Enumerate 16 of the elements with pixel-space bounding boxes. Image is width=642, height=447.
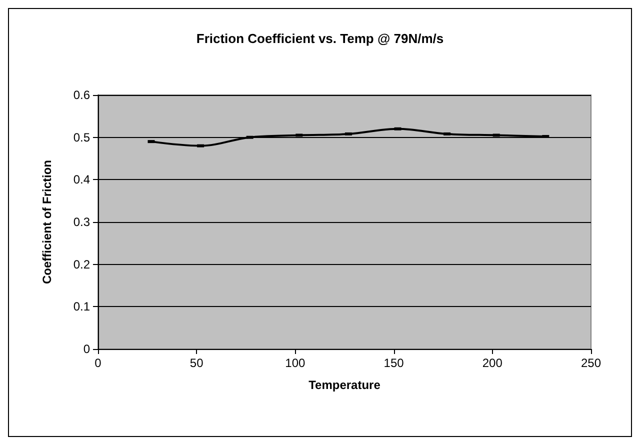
x-tick-label: 50 xyxy=(190,356,204,370)
y-tick-label: 0.1 xyxy=(73,300,90,314)
x-tick-label: 250 xyxy=(580,356,602,370)
y-tick-label: 0.3 xyxy=(73,215,90,229)
y-tick-label: 0.2 xyxy=(73,257,90,272)
x-tick-label: 200 xyxy=(482,356,503,370)
x-tick-label: 150 xyxy=(384,356,404,370)
y-tick-label: 0.5 xyxy=(73,130,90,144)
y-tick-label: 0.6 xyxy=(73,88,90,102)
chart-title: Friction Coefficient vs. Temp @ 79N/m/s xyxy=(196,31,444,46)
y-tick-label: 0 xyxy=(83,342,90,356)
y-axis-title: Coefficient of Friction xyxy=(40,160,54,284)
x-axis-title: Temperature xyxy=(308,378,381,392)
x-tick-label: 0 xyxy=(94,356,102,370)
x-tick-label: 100 xyxy=(285,356,306,370)
y-tick-label: 0.4 xyxy=(73,172,90,187)
